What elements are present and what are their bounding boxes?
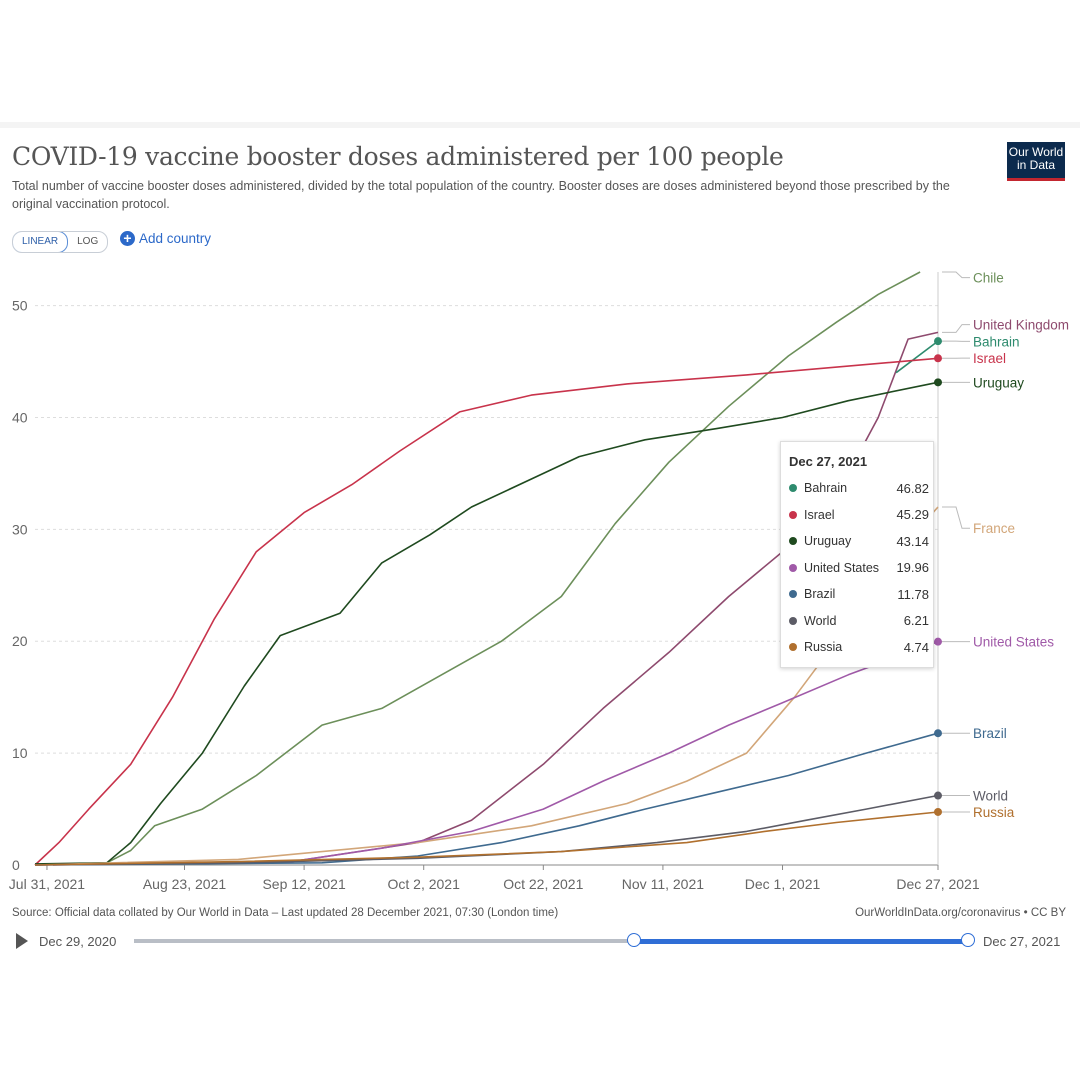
end-label-france: France: [973, 521, 1015, 536]
timeline-track[interactable]: [134, 939, 968, 943]
owid-logo[interactable]: Our World in Data: [1007, 142, 1065, 181]
tooltip-row: Uruguay 43.14: [789, 531, 929, 551]
end-dot-brazil: [934, 729, 942, 738]
y-tick-label: 40: [12, 409, 28, 425]
label-connector-france: [942, 506, 970, 529]
data-tooltip: Dec 27, 2021 Bahrain 46.82 Israel 45.29 Urug…: [780, 441, 934, 668]
x-tick-label: Oct 22, 2021: [503, 876, 583, 892]
end-dot-russia: [934, 807, 942, 816]
legend-dot-icon: [789, 537, 797, 545]
end-label-united-kingdom: United Kingdom: [973, 318, 1069, 333]
end-label-bahrain: Bahrain: [973, 334, 1020, 349]
timeline-selected-range: [634, 939, 968, 944]
scale-toggle[interactable]: LINEAR LOG: [12, 231, 109, 253]
line-chart[interactable]: 0 10 20 30 40 50 Jul 31, 2021 Aug 23, 2021 Sep 1…: [0, 255, 1080, 895]
end-label-united-states: United States: [973, 635, 1054, 650]
plus-circle-icon: +: [120, 231, 135, 246]
tooltip-value: 19.96: [896, 560, 929, 575]
tooltip-value: 6.21: [903, 613, 929, 628]
logo-line1: Our World: [1008, 145, 1064, 159]
x-tick-label: Sep 12, 2021: [262, 876, 346, 892]
y-tick-label: 10: [12, 745, 28, 761]
chart-subtitle: Total number of vaccine booster doses ad…: [12, 179, 950, 211]
tooltip-country: Russia: [804, 640, 843, 654]
tooltip-row: World 6.21: [789, 611, 929, 631]
legend-dot-icon: [789, 484, 797, 492]
add-country-label: Add country: [139, 231, 212, 246]
tooltip-country: Uruguay: [804, 534, 852, 548]
end-dot-uruguay: [934, 378, 942, 387]
top-band: [0, 122, 1080, 128]
source-note: Source: Official data collated by Our Wo…: [12, 907, 559, 919]
tooltip-row: Brazil 11.78: [789, 584, 929, 604]
tooltip-value: 45.29: [896, 507, 929, 522]
tooltip-country: United States: [804, 560, 880, 575]
series-line-chile: [34, 271, 921, 866]
legend-dot-icon: [789, 590, 797, 598]
y-tick-label: 20: [12, 633, 28, 649]
tooltip-value: 4.74: [903, 639, 929, 655]
x-tick-label: Dec 27, 2021: [896, 876, 979, 892]
series-line-uruguay: [34, 381, 939, 865]
series-line-bahrain: [895, 340, 939, 374]
tooltip-value: 11.78: [897, 586, 929, 602]
tooltip-date: Dec 27, 2021: [789, 454, 868, 469]
series-line-world: [34, 794, 939, 866]
linear-scale-button[interactable]: LINEAR: [13, 232, 69, 252]
credit-link[interactable]: OurWorldInData.org/coronavirus • CC BY: [855, 907, 1066, 919]
tooltip-row: Russia 4.74: [789, 637, 929, 657]
end-label-israel: Israel: [973, 351, 1006, 366]
end-label-russia: Russia: [973, 805, 1015, 820]
tooltip-row: Bahrain 46.82: [789, 478, 929, 498]
tooltip-country: Israel: [804, 507, 835, 522]
x-tick-label: Oct 2, 2021: [388, 876, 461, 892]
play-icon[interactable]: [16, 933, 28, 949]
end-dot-united-states: [934, 637, 942, 646]
timeline-start-handle[interactable]: [627, 933, 642, 947]
tooltip-value: 46.82: [896, 480, 929, 496]
tooltip-country: World: [804, 613, 837, 628]
tooltip-country: Bahrain: [804, 481, 848, 495]
legend-dot-icon: [789, 616, 797, 625]
series-line-israel: [34, 357, 939, 866]
add-country-button[interactable]: + Add country: [120, 231, 211, 246]
legend-dot-icon: [789, 643, 797, 651]
end-dot-bahrain: [934, 337, 942, 346]
end-label-world: World: [973, 789, 1008, 804]
legend-dot-icon: [789, 510, 797, 519]
end-label-brazil: Brazil: [973, 726, 1007, 741]
logo-line2: in Data: [1016, 158, 1056, 172]
y-tick-label: 50: [12, 298, 28, 314]
timeline-start-label: Dec 29, 2020: [39, 934, 117, 949]
x-tick-label: Nov 11, 2021: [622, 876, 704, 892]
tooltip-row: United States 19.96: [789, 558, 929, 578]
x-tick-label: Jul 31, 2021: [9, 876, 85, 892]
label-connector-chile: [942, 271, 970, 279]
chart-title: COVID-19 vaccine booster doses administe…: [12, 142, 784, 171]
x-tick-label: Dec 1, 2021: [745, 876, 821, 892]
label-connector-united-kingdom: [942, 324, 970, 333]
y-tick-label: 0: [12, 857, 20, 873]
timeline-end-handle[interactable]: [961, 933, 975, 947]
x-tick-label: Aug 23, 2021: [143, 876, 227, 892]
legend-dot-icon: [789, 563, 797, 572]
timeline[interactable]: Dec 29, 2020 Dec 27, 2021: [0, 925, 1080, 955]
tooltip-value: 43.14: [896, 533, 929, 549]
series-line-united-states: [34, 640, 939, 866]
tooltip-row: Israel 45.29: [789, 505, 929, 525]
log-scale-button[interactable]: LOG: [77, 236, 99, 247]
end-dot-israel: [934, 354, 942, 363]
y-tick-label: 30: [12, 521, 28, 537]
end-label-uruguay: Uruguay: [973, 375, 1024, 390]
tooltip-country: Brazil: [804, 587, 836, 601]
series-line-russia: [34, 811, 939, 866]
end-label-chile: Chile: [973, 271, 1004, 286]
timeline-end-label: Dec 27, 2021: [983, 934, 1061, 949]
end-dot-world: [934, 791, 942, 800]
